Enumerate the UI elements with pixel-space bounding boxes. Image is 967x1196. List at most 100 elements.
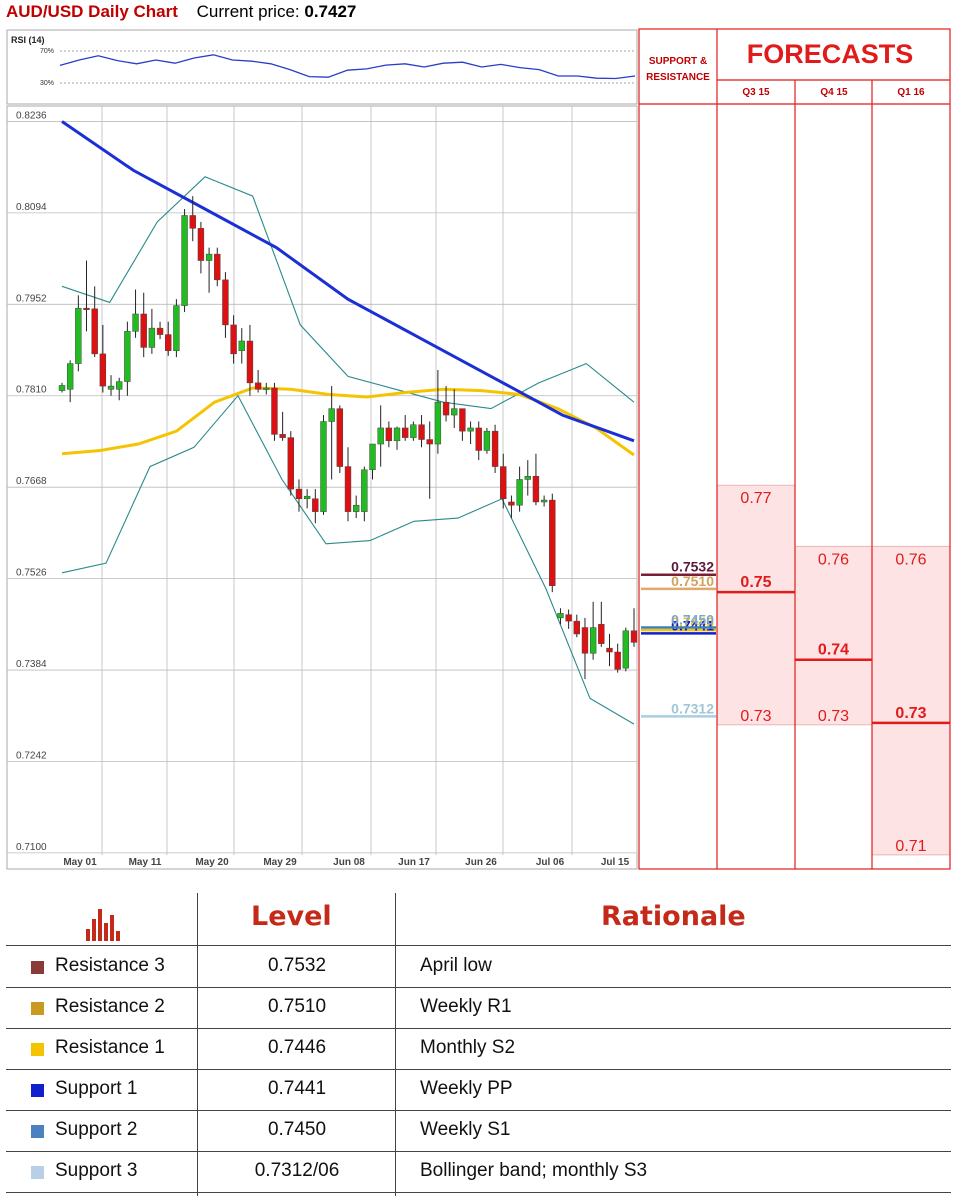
bar-chart-icon bbox=[86, 909, 120, 941]
candle bbox=[467, 421, 474, 445]
table-row: Support 2 0.7450 Weekly S1 bbox=[6, 1110, 951, 1152]
candle bbox=[328, 386, 335, 480]
x-tick-label: Jun 17 bbox=[398, 857, 430, 868]
candle-body bbox=[483, 430, 491, 451]
sr-level-label: 0.7450 bbox=[671, 612, 714, 628]
candle bbox=[442, 386, 450, 422]
candle-body bbox=[124, 331, 131, 382]
level-name: Resistance 2 bbox=[55, 996, 165, 1017]
forecasts-title: FORECASTS bbox=[747, 39, 914, 69]
candle bbox=[83, 260, 90, 332]
sr-level-label: 0.7441 bbox=[671, 617, 714, 633]
level-name: Support 1 bbox=[55, 1078, 138, 1099]
candle-body bbox=[467, 427, 474, 432]
rsi-70-label: 70% bbox=[40, 48, 54, 55]
candle-body bbox=[189, 215, 196, 229]
forecast-high: 0.76 bbox=[895, 551, 926, 568]
candle-body bbox=[508, 501, 515, 506]
candle-body bbox=[303, 495, 311, 500]
candle bbox=[393, 426, 401, 450]
x-tick-label: Jul 06 bbox=[536, 857, 565, 868]
candle bbox=[418, 415, 425, 448]
vertical-gridlines bbox=[101, 106, 638, 855]
candle-body bbox=[426, 439, 433, 445]
x-tick-label: Jun 08 bbox=[333, 857, 365, 868]
candle-body bbox=[140, 313, 147, 348]
candle-body bbox=[181, 215, 188, 306]
candle bbox=[516, 466, 523, 512]
candle bbox=[271, 382, 278, 441]
level-name: Resistance 1 bbox=[55, 1037, 165, 1058]
candle-body bbox=[116, 381, 123, 390]
level-swatch bbox=[31, 961, 44, 974]
level-rationale: Weekly S1 bbox=[420, 1119, 511, 1140]
candle bbox=[385, 421, 393, 448]
candle bbox=[606, 633, 613, 667]
candle-body bbox=[156, 327, 164, 335]
forecast-mid: 0.74 bbox=[818, 642, 849, 659]
candle bbox=[132, 289, 139, 338]
candle-body bbox=[434, 401, 442, 445]
candle-body bbox=[402, 427, 409, 438]
candle bbox=[434, 369, 442, 454]
indicator-lines bbox=[61, 120, 635, 725]
rsi-line bbox=[59, 54, 636, 80]
candle-body bbox=[410, 424, 417, 438]
x-tick-label: Jul 15 bbox=[601, 857, 630, 868]
rationale-column-header: Rationale bbox=[601, 901, 746, 932]
candle bbox=[181, 209, 188, 313]
candle bbox=[540, 495, 548, 507]
candle bbox=[214, 247, 221, 287]
candle bbox=[426, 421, 433, 499]
current-price-value: 0.7427 bbox=[304, 2, 357, 21]
level-value: 0.7510 bbox=[267, 996, 327, 1017]
bollinger-upper-line bbox=[61, 176, 635, 410]
table-row: Resistance 3 0.7532 April low bbox=[6, 946, 951, 988]
forecast-high: 0.76 bbox=[818, 551, 849, 568]
candle bbox=[320, 415, 327, 515]
table-row: Support 3 0.7312/06 Bollinger band; monthl… bbox=[6, 1151, 951, 1193]
candle-body bbox=[279, 434, 286, 438]
x-tick-label: May 01 bbox=[63, 857, 97, 868]
candle-body bbox=[565, 614, 572, 622]
candle-body bbox=[524, 475, 531, 480]
level-swatch bbox=[31, 1166, 44, 1179]
candle bbox=[630, 608, 638, 647]
candle-body bbox=[222, 279, 229, 326]
x-axis-ticks: May 01 May 11 May 20 May 29 Jun 08 Jun 17 Jun … bbox=[63, 857, 629, 868]
candle bbox=[246, 324, 254, 396]
candle bbox=[565, 609, 572, 629]
candle-body bbox=[328, 408, 335, 422]
candle-body bbox=[66, 363, 74, 390]
candle-body bbox=[197, 228, 205, 261]
candle bbox=[263, 382, 270, 395]
candle-body bbox=[459, 408, 466, 432]
candle-body bbox=[451, 408, 458, 416]
candle bbox=[622, 627, 630, 672]
candle bbox=[230, 315, 237, 364]
level-swatch bbox=[31, 1002, 44, 1015]
candle-body bbox=[393, 427, 401, 442]
forecast-col-q1-16: Q1 16 bbox=[897, 87, 925, 98]
candle-body bbox=[614, 651, 621, 670]
forecast-levels: 0.77 0.75 0.73 0.76 0.74 0.73 0.76 0.73 0.71 bbox=[717, 490, 950, 855]
candle bbox=[197, 221, 205, 274]
candle bbox=[451, 389, 458, 428]
sr-title-line1: SUPPORT & bbox=[649, 56, 707, 67]
candle bbox=[549, 493, 556, 593]
candle bbox=[483, 427, 491, 454]
candle bbox=[165, 321, 172, 356]
candle bbox=[369, 443, 376, 480]
level-swatch bbox=[31, 1125, 44, 1138]
candle-body bbox=[475, 427, 482, 451]
candle bbox=[557, 608, 564, 625]
candle-body bbox=[246, 340, 254, 384]
candle-body bbox=[214, 253, 221, 281]
candle-body bbox=[361, 469, 368, 512]
candle-body bbox=[263, 387, 270, 390]
candle-body bbox=[589, 627, 597, 654]
candle-body bbox=[165, 334, 172, 351]
candle-body bbox=[500, 466, 507, 500]
candle-body bbox=[491, 430, 499, 467]
candle-body bbox=[344, 466, 352, 512]
